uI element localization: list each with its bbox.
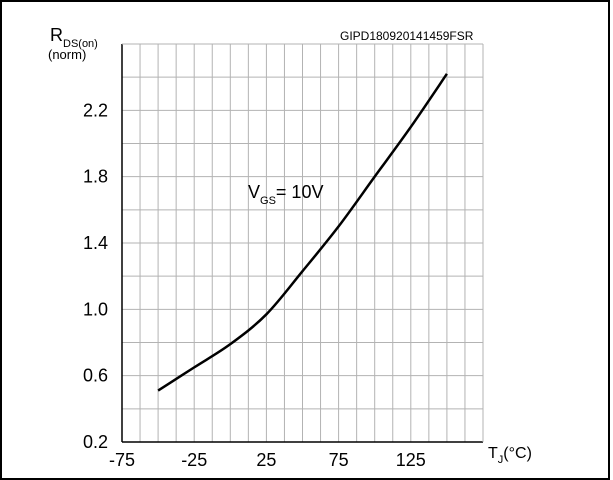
x-axis-unit: (°C) (503, 445, 532, 462)
y-tick-label: 1.8 (83, 167, 108, 187)
x-tick-label: -75 (109, 450, 135, 470)
x-axis-subscript: J (498, 454, 504, 466)
axes (121, 43, 484, 443)
y-axis-subscript: DS(on) (63, 38, 98, 50)
x-axis-label: TJ(°C) (488, 445, 532, 466)
y-axis-unit: (norm) (48, 47, 86, 62)
vgs-symbol: V (248, 182, 260, 202)
y-tick-label: 2.2 (83, 100, 108, 120)
y-axis-symbol: R (50, 25, 63, 45)
y-tick-label: 1.0 (83, 299, 108, 319)
figure-code: GIPD180920141459FSR (340, 29, 474, 43)
rds-on-curve (157, 73, 448, 392)
x-tick-label: 75 (329, 450, 349, 470)
y-tick-label: 1.4 (83, 233, 108, 253)
x-axis-symbol: T (488, 445, 498, 462)
vgs-subscript: GS (260, 195, 276, 207)
grid (122, 44, 483, 442)
x-tick-label: 125 (396, 450, 426, 470)
y-tick-label: 0.2 (83, 432, 108, 452)
y-axis-label: RDS(on) (50, 25, 98, 50)
y-tick-label: 0.6 (83, 366, 108, 386)
vgs-value: = 10V (276, 182, 324, 202)
vgs-annotation: VGS= 10V (248, 182, 323, 207)
x-tick-label: 25 (256, 450, 276, 470)
x-tick-label: -25 (181, 450, 207, 470)
tick-labels: -75 -25 25 75 125 0.2 0.6 1.0 1.4 1.8 2.2 (83, 100, 426, 470)
series (157, 73, 448, 392)
